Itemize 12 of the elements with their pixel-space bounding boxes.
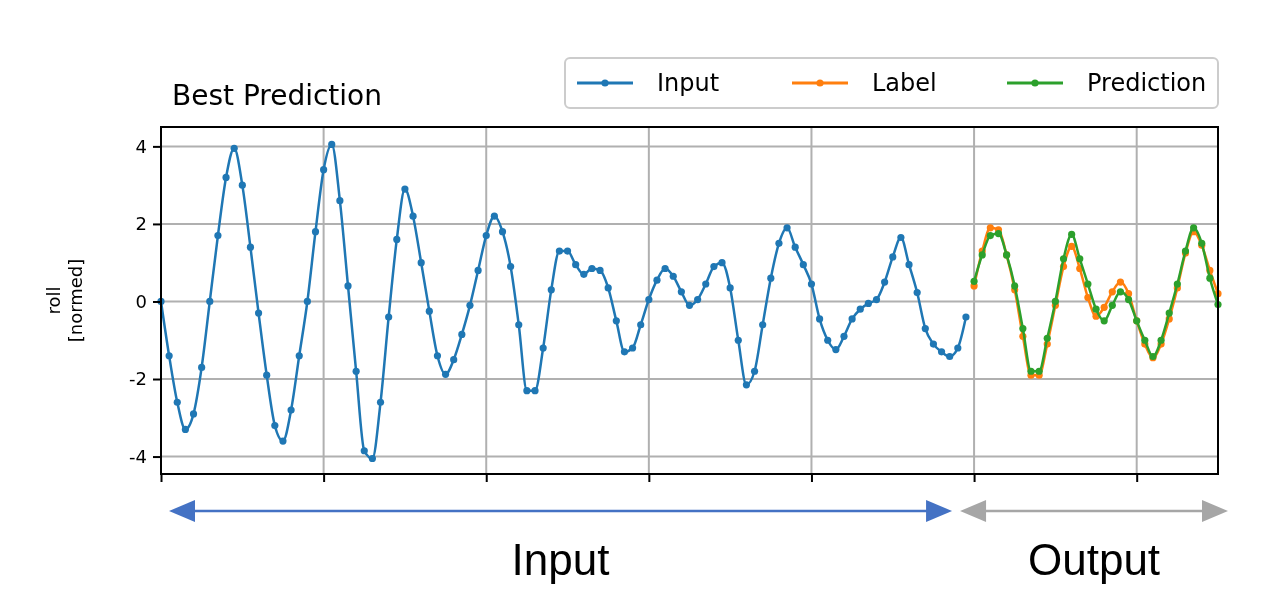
legend-label: Label bbox=[872, 69, 937, 97]
y-tick-label: -4 bbox=[129, 445, 147, 467]
legend-label: Prediction bbox=[1087, 69, 1207, 97]
y-tick-label: 0 bbox=[135, 290, 147, 312]
y-tick-label: 2 bbox=[135, 213, 147, 235]
text: Input bbox=[511, 535, 610, 584]
y-axis-title: roll [normed] bbox=[43, 258, 86, 343]
chart-title: Best Prediction bbox=[172, 79, 382, 112]
text: Output bbox=[1027, 535, 1161, 584]
y-tick-label: -2 bbox=[129, 368, 147, 390]
y-tick-label: 4 bbox=[135, 135, 147, 157]
legend-label: Input bbox=[657, 69, 720, 97]
